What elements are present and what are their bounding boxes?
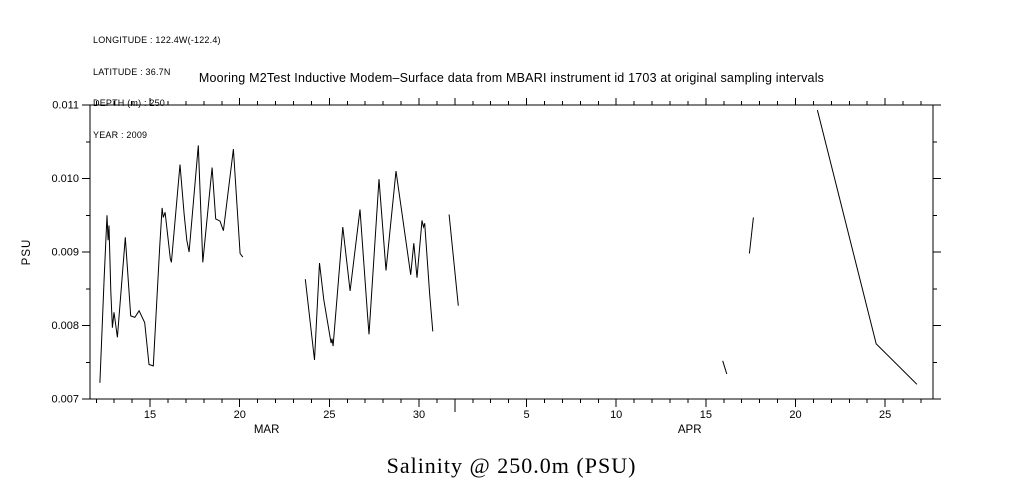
y-axis-title: PSU [21,239,33,266]
x-axis-tick-label: 30 [413,409,425,421]
y-axis-tick-label: 0.008 [51,320,79,332]
x-axis-tick-label: 15 [700,409,712,421]
y-axis-tick-label: 0.011 [52,100,79,112]
metadata-year: YEAR : 2009 [93,129,148,140]
x-axis-tick-label: 20 [789,409,801,421]
metadata-depth: DEPTH (m) : 250 [93,98,166,108]
plot-title: Mooring M2Test Inductive Modem–Surface d… [198,71,825,85]
x-axis-tick-label: 25 [879,409,891,421]
data-line-segment [748,217,754,254]
figure-caption: Salinity @ 250.0m (PSU) [386,453,637,478]
month-label: MAR [254,424,280,436]
metadata-longitude: LONGITUDE : 122.4W(-122.4) [93,35,221,45]
data-line-segment [722,360,728,375]
y-axis-tick-label: 0.010 [51,173,79,185]
data-line-segment [99,145,244,383]
x-axis-tick-label: 20 [234,409,246,421]
metadata-block: LONGITUDE : 122.4W(-122.4) LATITUDE : 36… [93,14,221,161]
month-label: APR [678,424,702,436]
x-axis-tick-label: 15 [144,409,156,421]
data-line-segment [816,109,918,385]
x-axis-tick-label: 25 [323,409,335,421]
data-line-segment [448,214,459,306]
plot-frame [89,104,934,400]
x-axis-tick-label: 5 [523,409,529,421]
data-line-segment [304,171,434,361]
x-axis-tick-label: 10 [610,409,622,421]
y-axis-tick-label: 0.007 [51,394,79,406]
y-axis-tick-label: 0.009 [51,247,79,259]
metadata-latitude: LATITUDE : 36.7N [93,66,171,77]
